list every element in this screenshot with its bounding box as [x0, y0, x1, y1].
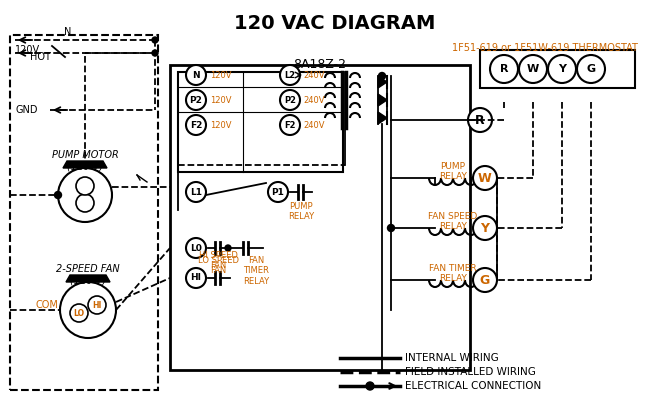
- Text: Y: Y: [480, 222, 490, 235]
- Text: F2: F2: [190, 121, 202, 129]
- Circle shape: [70, 304, 88, 322]
- Text: FAN TIMER
RELAY: FAN TIMER RELAY: [429, 264, 477, 283]
- Text: L0: L0: [190, 243, 202, 253]
- Bar: [10, 35, 158, 390]
- Text: N: N: [64, 27, 72, 37]
- Circle shape: [280, 65, 300, 85]
- Circle shape: [186, 115, 206, 135]
- Circle shape: [152, 37, 158, 43]
- Circle shape: [60, 282, 116, 338]
- Text: P1: P1: [271, 187, 285, 197]
- Text: 120V: 120V: [210, 121, 232, 129]
- Text: G: G: [586, 64, 596, 74]
- Circle shape: [519, 55, 547, 83]
- Text: 240V: 240V: [303, 96, 324, 104]
- Polygon shape: [378, 76, 387, 88]
- Text: W: W: [478, 171, 492, 184]
- Circle shape: [186, 268, 206, 288]
- Circle shape: [152, 50, 158, 56]
- Text: R: R: [500, 64, 509, 74]
- Circle shape: [548, 55, 576, 83]
- Bar: [480, 50, 635, 88]
- Text: PUMP
RELAY: PUMP RELAY: [288, 202, 314, 221]
- Circle shape: [366, 382, 374, 390]
- Text: L1: L1: [190, 187, 202, 197]
- Circle shape: [268, 182, 288, 202]
- Text: HI: HI: [92, 300, 102, 310]
- Circle shape: [577, 55, 605, 83]
- Text: HI: HI: [190, 274, 202, 282]
- Circle shape: [468, 108, 492, 132]
- Text: ELECTRICAL CONNECTION: ELECTRICAL CONNECTION: [405, 381, 541, 391]
- Text: 2-SPEED FAN
(120 V): 2-SPEED FAN (120 V): [56, 264, 120, 286]
- Circle shape: [473, 216, 497, 240]
- Text: LO SPEED
FAN: LO SPEED FAN: [198, 256, 239, 275]
- Text: G: G: [480, 274, 490, 287]
- Text: 240V: 240V: [303, 121, 324, 129]
- Circle shape: [280, 115, 300, 135]
- Text: 120V: 120V: [210, 70, 232, 80]
- Text: L2: L2: [285, 70, 295, 80]
- Text: N: N: [192, 70, 200, 80]
- Circle shape: [387, 225, 395, 232]
- Circle shape: [186, 238, 206, 258]
- Text: 120 VAC DIAGRAM: 120 VAC DIAGRAM: [234, 14, 436, 33]
- Circle shape: [186, 65, 206, 85]
- Polygon shape: [66, 275, 110, 282]
- Text: INTERNAL WIRING: INTERNAL WIRING: [405, 353, 498, 363]
- Circle shape: [490, 55, 518, 83]
- Bar: [170, 65, 470, 370]
- Text: HI SPEED
FAN: HI SPEED FAN: [198, 251, 237, 270]
- Circle shape: [473, 268, 497, 292]
- Text: 1F51-619 or 1F51W-619 THERMOSTAT: 1F51-619 or 1F51W-619 THERMOSTAT: [452, 43, 638, 53]
- Text: 120V: 120V: [15, 45, 40, 55]
- Polygon shape: [63, 161, 107, 168]
- Text: FAN SPEED
RELAY: FAN SPEED RELAY: [428, 212, 478, 231]
- Text: R: R: [475, 114, 485, 127]
- Circle shape: [473, 166, 497, 190]
- Text: F2: F2: [284, 121, 295, 129]
- Text: LO: LO: [74, 308, 84, 318]
- Polygon shape: [378, 112, 387, 124]
- Circle shape: [186, 90, 206, 110]
- Circle shape: [54, 191, 62, 199]
- Text: 120V: 120V: [210, 96, 232, 104]
- Circle shape: [58, 168, 112, 222]
- Text: 8A18Z-2: 8A18Z-2: [293, 58, 346, 71]
- Text: FIELD INSTALLED WIRING: FIELD INSTALLED WIRING: [405, 367, 536, 377]
- Circle shape: [186, 182, 206, 202]
- Text: HOT: HOT: [30, 52, 51, 62]
- Circle shape: [76, 177, 94, 195]
- Text: Y: Y: [558, 64, 566, 74]
- Circle shape: [225, 245, 231, 251]
- Text: PUMP
RELAY: PUMP RELAY: [439, 162, 467, 181]
- Circle shape: [76, 194, 94, 212]
- Text: PUMP MOTOR
(120 V): PUMP MOTOR (120 V): [52, 150, 119, 172]
- Circle shape: [379, 72, 385, 80]
- Text: 240V: 240V: [303, 70, 324, 80]
- Text: FAN
TIMER
RELAY: FAN TIMER RELAY: [243, 256, 269, 286]
- Polygon shape: [378, 94, 387, 106]
- Text: GND: GND: [15, 105, 38, 115]
- Circle shape: [88, 296, 106, 314]
- Text: W: W: [527, 64, 539, 74]
- Text: P2: P2: [284, 96, 296, 104]
- Circle shape: [280, 90, 300, 110]
- Bar: [178, 72, 343, 172]
- Text: P2: P2: [190, 96, 202, 104]
- Text: COM: COM: [35, 300, 58, 310]
